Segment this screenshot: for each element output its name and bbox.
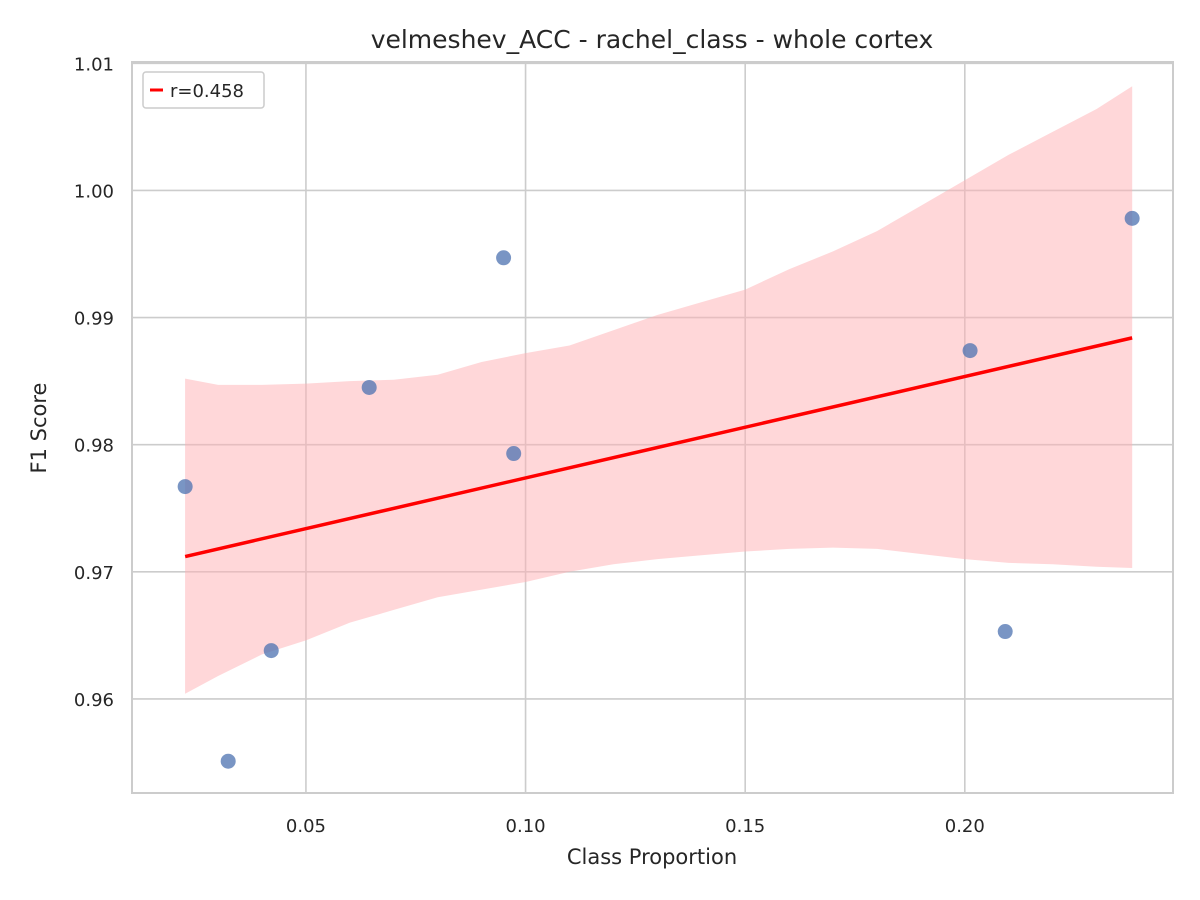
y-axis-label: F1 Score [27, 383, 51, 474]
scatter-points [177, 210, 1140, 769]
x-tick-label: 0.05 [286, 816, 326, 837]
scatter-point [1124, 210, 1140, 226]
scatter-point [361, 379, 377, 395]
y-tick-label: 0.99 [74, 309, 114, 330]
plot-frame [131, 61, 1174, 794]
x-tick-label: 0.15 [725, 816, 765, 837]
x-tick-label: 0.20 [945, 816, 985, 837]
legend-label: r=0.458 [170, 81, 244, 102]
scatter-point [496, 250, 512, 266]
regression-line [184, 336, 1133, 559]
y-tick-label: 1.01 [74, 54, 114, 75]
legend-box [142, 71, 265, 109]
confidence-band [185, 86, 1133, 694]
y-tick-label: 0.96 [74, 690, 114, 711]
legend: r=0.458 [142, 71, 265, 109]
x-tick-label: 0.10 [506, 816, 546, 837]
scatter-point [962, 343, 978, 359]
y-axis-ticks: 0.96 0.97 0.98 0.99 1.00 1.01 [74, 54, 114, 711]
scatter-point [220, 753, 236, 769]
x-axis-label: Class Proportion [567, 845, 737, 869]
plot-area [131, 61, 1174, 794]
scatter-point [263, 643, 279, 659]
y-tick-label: 0.97 [74, 563, 114, 584]
chart-title: velmeshev_ACC - rachel_class - whole cor… [371, 25, 934, 54]
scatter-point [177, 479, 193, 495]
y-tick-label: 1.00 [74, 181, 114, 202]
scatter-point [506, 446, 522, 462]
x-axis-ticks: 0.05 0.10 0.15 0.20 [286, 816, 985, 837]
scatter-point [997, 624, 1013, 640]
y-tick-label: 0.98 [74, 436, 114, 457]
